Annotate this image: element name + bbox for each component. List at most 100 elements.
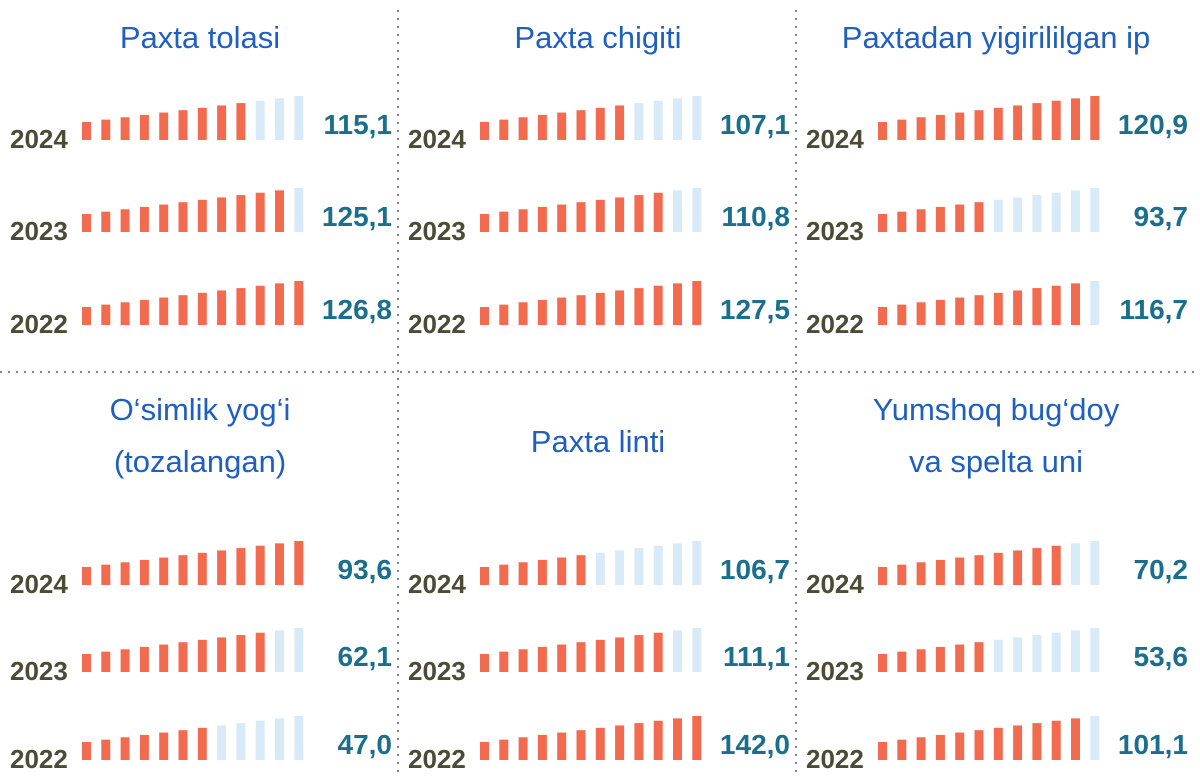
filled-bar [653,720,663,760]
filled-bar [557,732,567,760]
value-label: 53,6 [1134,641,1189,672]
filled-bar [897,739,907,760]
filled-bar [518,737,528,760]
filled-bar [974,202,984,232]
filled-bar [897,119,907,140]
filled-bar [1071,98,1080,140]
filled-bar [159,204,169,232]
filled-bar [1013,550,1023,585]
filled-bar [878,307,887,325]
value-label: 62,1 [338,641,393,672]
filled-bar [159,112,169,140]
empty-bar [615,550,625,585]
empty-bar [653,545,663,585]
year-label: 2024 [408,569,466,599]
filled-bar [480,742,489,760]
filled-bar [916,302,926,325]
year-label: 2024 [806,124,864,154]
filled-bar [217,550,227,585]
filled-bar [955,204,965,232]
filled-bar [236,288,246,325]
empty-bar [275,718,284,760]
year-label: 2022 [806,744,864,774]
filled-bar [101,739,111,760]
filled-bar [897,651,907,672]
filled-bar [82,214,91,232]
empty-bar [1051,632,1061,672]
value-label: 125,1 [322,201,392,232]
filled-bar [974,295,984,325]
filled-bar [499,739,509,760]
filled-bar [120,209,130,232]
value-label: 70,2 [1134,554,1189,585]
filled-bar [1051,285,1061,325]
filled-bar [1032,288,1042,325]
panel-title: va spelta uni [909,444,1083,479]
year-label: 2024 [806,569,864,599]
filled-bar [897,304,907,325]
empty-bar [236,723,246,760]
filled-bar [1071,718,1080,760]
value-label: 111,1 [723,641,790,672]
filled-bar [120,737,130,760]
filled-bar [993,292,1003,325]
empty-bar [1032,195,1042,232]
filled-bar [935,559,945,585]
empty-bar [1032,635,1042,672]
filled-bar [537,206,547,232]
filled-bar [178,295,188,325]
year-label: 2022 [10,309,68,339]
filled-bar [82,307,91,325]
filled-bar [139,114,149,140]
filled-bar [197,292,207,325]
filled-bar [499,651,509,672]
filled-bar [878,742,887,760]
filled-bar [159,297,169,325]
filled-bar [935,114,945,140]
filled-bar [518,117,528,140]
filled-bar [1013,290,1023,325]
filled-bar [916,117,926,140]
value-label: 142,0 [720,729,790,760]
filled-bar [197,639,207,672]
filled-bar [178,642,188,672]
year-label: 2023 [10,656,68,686]
empty-bar [255,100,265,140]
filled-bar [255,285,265,325]
filled-bar [935,646,945,672]
filled-bar [878,122,887,140]
filled-bar [101,211,111,232]
filled-bar [1013,725,1023,760]
filled-bar [537,734,547,760]
empty-bar [1090,716,1100,760]
empty-bar [217,725,227,760]
filled-bar [294,281,304,325]
filled-bar [1013,105,1023,140]
filled-bar [595,727,605,760]
filled-bar [673,283,682,325]
filled-bar [537,646,547,672]
empty-bar [1090,541,1100,585]
filled-bar [615,197,625,232]
panel-title: Paxta chigiti [514,20,681,55]
year-label: 2024 [408,124,466,154]
filled-bar [236,103,246,140]
empty-bar [1090,628,1100,672]
filled-bar [916,649,926,672]
filled-bar [634,635,644,672]
year-label: 2023 [10,216,68,246]
filled-bar [974,555,984,585]
empty-bar [294,188,304,232]
empty-bar [692,96,702,140]
filled-bar [82,654,91,672]
filled-bar [993,727,1003,760]
filled-bar [236,548,246,585]
filled-bar [480,654,489,672]
filled-bar [974,730,984,760]
value-label: 106,7 [720,554,790,585]
filled-bar [615,290,625,325]
empty-bar [673,543,682,585]
empty-bar [1090,281,1100,325]
value-label: 126,8 [322,294,392,325]
empty-bar [1071,543,1080,585]
